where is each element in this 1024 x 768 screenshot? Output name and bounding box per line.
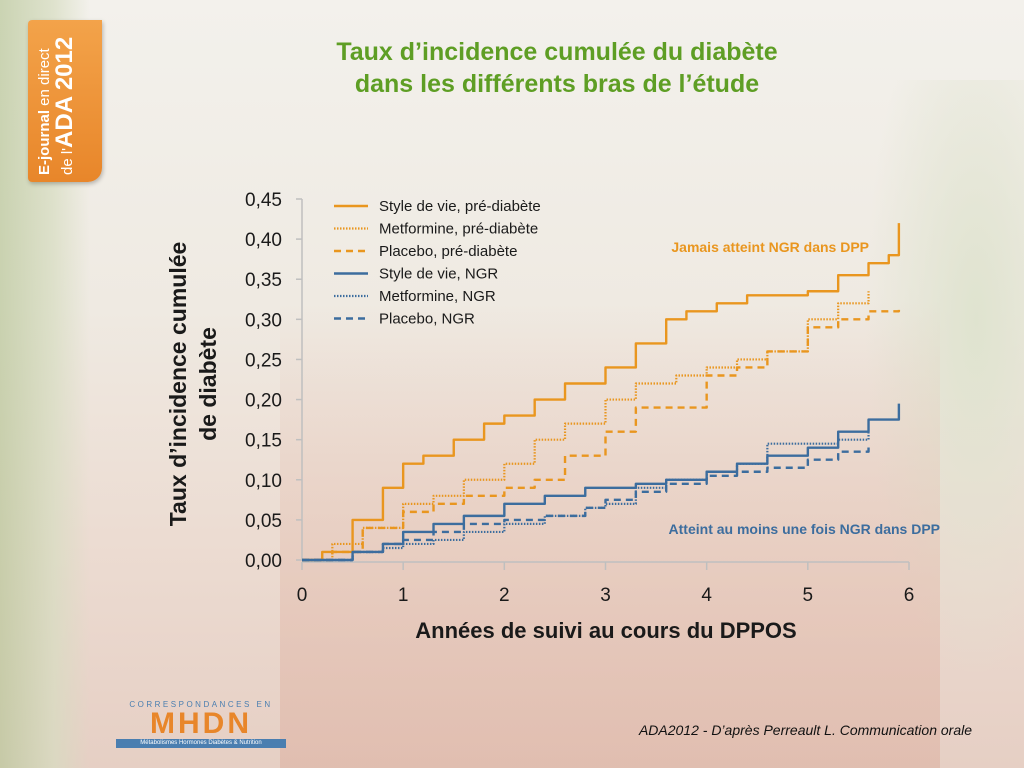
y-tick-label: 0,05: [245, 511, 282, 532]
page-title: Taux d’incidence cumulée du diabète dans…: [200, 36, 914, 100]
x-tick-label: 1: [398, 585, 409, 606]
y-axis-label-line2: de diabète: [195, 327, 221, 441]
legend-label: Placebo, NGR: [379, 311, 475, 328]
x-tick-label: 4: [701, 585, 712, 606]
ejournal-badge: [28, 20, 102, 182]
annotation-ngr-once: Atteint au moins une fois NGR dans DPP: [669, 521, 940, 537]
x-axis-label: Années de suivi au cours du DPPOS: [415, 618, 796, 643]
x-tick-label: 3: [600, 585, 611, 606]
legend-label: Metformine, NGR: [379, 288, 496, 305]
page-title-line1: Taux d’incidence cumulée du diabète: [336, 38, 778, 66]
y-tick-label: 0,40: [245, 230, 282, 251]
y-tick-label: 0,20: [245, 391, 282, 412]
footnote: ADA2012 - D’après Perreault L. Communica…: [638, 722, 972, 738]
x-tick-label: 6: [904, 585, 915, 606]
series-line-3: [302, 307, 901, 562]
x-tick-label: 2: [499, 585, 510, 606]
logo-bar-text: Métabolismes Hormones Diabètes & Nutriti…: [116, 739, 286, 748]
series-line-1: [302, 223, 901, 562]
series-line-2: [302, 291, 870, 562]
page-title-line2: dans les différents bras de l’étude: [354, 70, 760, 98]
y-tick-label: 0,35: [245, 270, 282, 291]
legend-label: Style de vie, NGR: [379, 266, 498, 283]
y-tick-label: 0,15: [245, 431, 282, 452]
y-axis-label-line1: Taux d’incidence cumulée: [165, 242, 191, 527]
logo-top-text: CORRESPONDANCES EN: [129, 700, 273, 709]
chart-axes: 0,00 0,05 0,10 0,15 0,20 0,25 0,30 0,35 0,40 0,45…: [245, 190, 914, 606]
y-tick-label: 0,10: [245, 471, 282, 492]
series-line-5: [302, 431, 870, 562]
y-tick-label: 0,25: [245, 350, 282, 371]
legend-label: Style de vie, pré-diabète: [379, 198, 541, 215]
y-tick-label: 0,30: [245, 310, 282, 331]
legend-label: Placebo, pré-diabète: [379, 243, 517, 260]
background-building: [280, 300, 940, 768]
series-line-4: [302, 403, 901, 562]
series-line-6: [302, 443, 870, 562]
legend-label: Metformine, pré-diabète: [379, 221, 538, 238]
chart-legend: Style de vie, pré-diabète Metformine, pré…: [334, 198, 541, 328]
y-tick-label: 0,45: [245, 190, 282, 211]
x-tick-label: 0: [297, 585, 308, 606]
mhdn-logo: CORRESPONDANCES EN MHDN Métabolismes Hor…: [116, 700, 286, 750]
annotation-never-ngr: Jamais atteint NGR dans DPP: [671, 239, 869, 255]
chart-series: [302, 223, 901, 562]
logo-main-text: MHDN: [150, 707, 252, 740]
x-tick-label: 5: [803, 585, 814, 606]
y-tick-label: 0,00: [245, 551, 282, 572]
